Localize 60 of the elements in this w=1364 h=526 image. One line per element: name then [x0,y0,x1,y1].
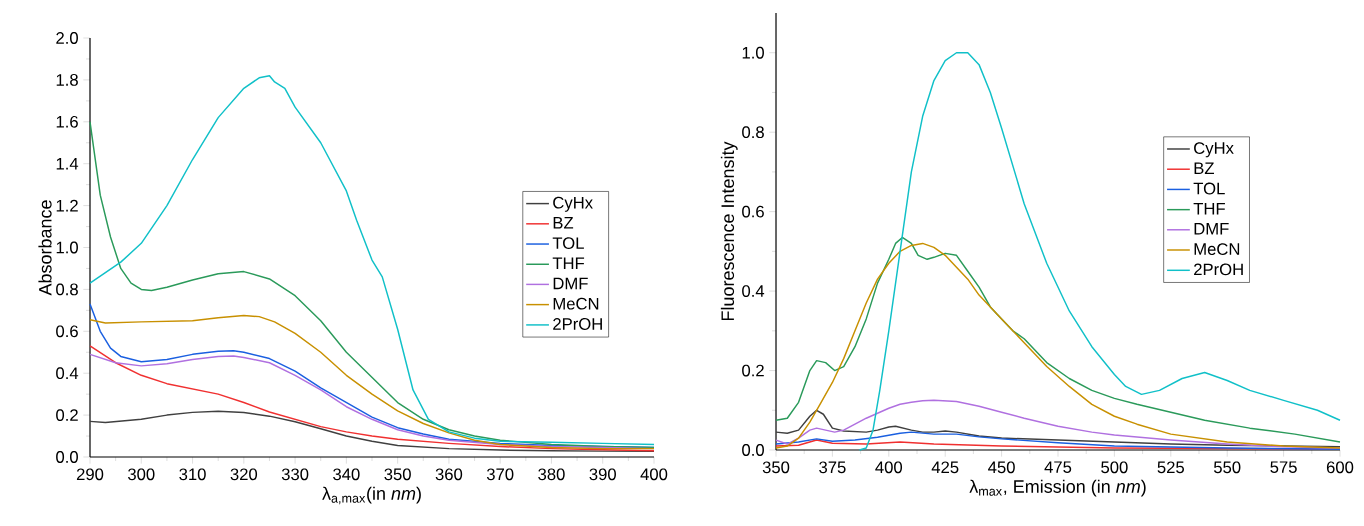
y-tick-label: 1.8 [56,74,78,86]
x-tick-label: 425 [931,461,959,474]
y-tick-label: 0.0 [56,451,78,463]
y-tick-label: 1.4 [56,157,79,170]
y-tick-label: 0.8 [56,283,78,296]
x-tick-label: 380 [538,468,565,481]
x-tick-label: 500 [1101,461,1128,474]
y-axis-title: Absorbance [38,200,52,296]
x-tick-label: 400 [875,461,903,474]
x-tick-label: 600 [1326,461,1354,474]
x-tick-label: 330 [281,468,309,481]
legend-label: DMF [1194,223,1229,235]
legend-label: TOL [1193,182,1225,195]
x-tick-label: 350 [384,468,411,481]
y-tick-label: 2.0 [56,32,78,44]
y-tick-label: 0.6 [56,325,78,338]
x-tick-label: 290 [76,468,104,481]
x-tick-label: 310 [179,468,206,481]
x-tick-label: 375 [819,461,846,474]
legend-label: THF [1193,202,1225,215]
y-tick-label: 0.2 [742,364,764,377]
legend-label: THF [552,257,585,269]
x-tick-label: 525 [1157,461,1185,474]
y-tick-label: 0.6 [742,205,764,218]
legend-label: BZ [553,217,574,229]
line-series [89,410,655,453]
y-axis-title: Fluorescence Intensity [720,141,738,321]
y-tick-label: 0.8 [742,126,764,139]
y-tick-label: 1.6 [56,115,78,128]
legend-label: 2PrOH [1194,263,1243,276]
x-tick-label: 475 [1044,461,1072,474]
y-tick-label: 0.0 [742,444,764,456]
x-tick-label: 450 [988,461,1015,474]
x-tick-label: 390 [589,468,616,481]
x-tick-label: 300 [128,468,155,481]
x-tick-label: 320 [230,468,258,481]
line-series [858,51,1341,451]
y-tick-label: 0.2 [56,409,78,422]
y-tick-label: 0.4 [56,367,79,380]
y-tick-label: 1.0 [742,46,764,59]
legend-label: CyHx [553,196,593,212]
y-tick-label: 1.0 [56,241,78,254]
legend-label: MeCN [553,297,599,310]
legend-label: CyHx [1194,142,1234,158]
legend-label: 2PrOH [553,318,602,330]
x-tick-label: 360 [435,468,463,481]
x-tick-label: 400 [640,468,668,481]
legend-label: TOL [552,237,584,250]
x-tick-label: 370 [486,468,514,481]
x-axis-title: λ$_{a,max}$(in nm) [322,486,421,505]
y-tick-label: 1.2 [56,199,78,212]
x-axis-title: λ$_{max}$, Emission (in nm) [969,479,1146,497]
x-tick-label: 550 [1213,461,1241,474]
x-tick-label: 340 [333,468,360,481]
legend-label: MeCN [1194,243,1240,255]
x-tick-label: 350 [762,461,790,474]
x-tick-label: 575 [1270,461,1297,474]
legend-label: DMF [553,277,588,290]
legend-label: BZ [1194,162,1214,174]
y-tick-label: 0.4 [742,285,765,297]
